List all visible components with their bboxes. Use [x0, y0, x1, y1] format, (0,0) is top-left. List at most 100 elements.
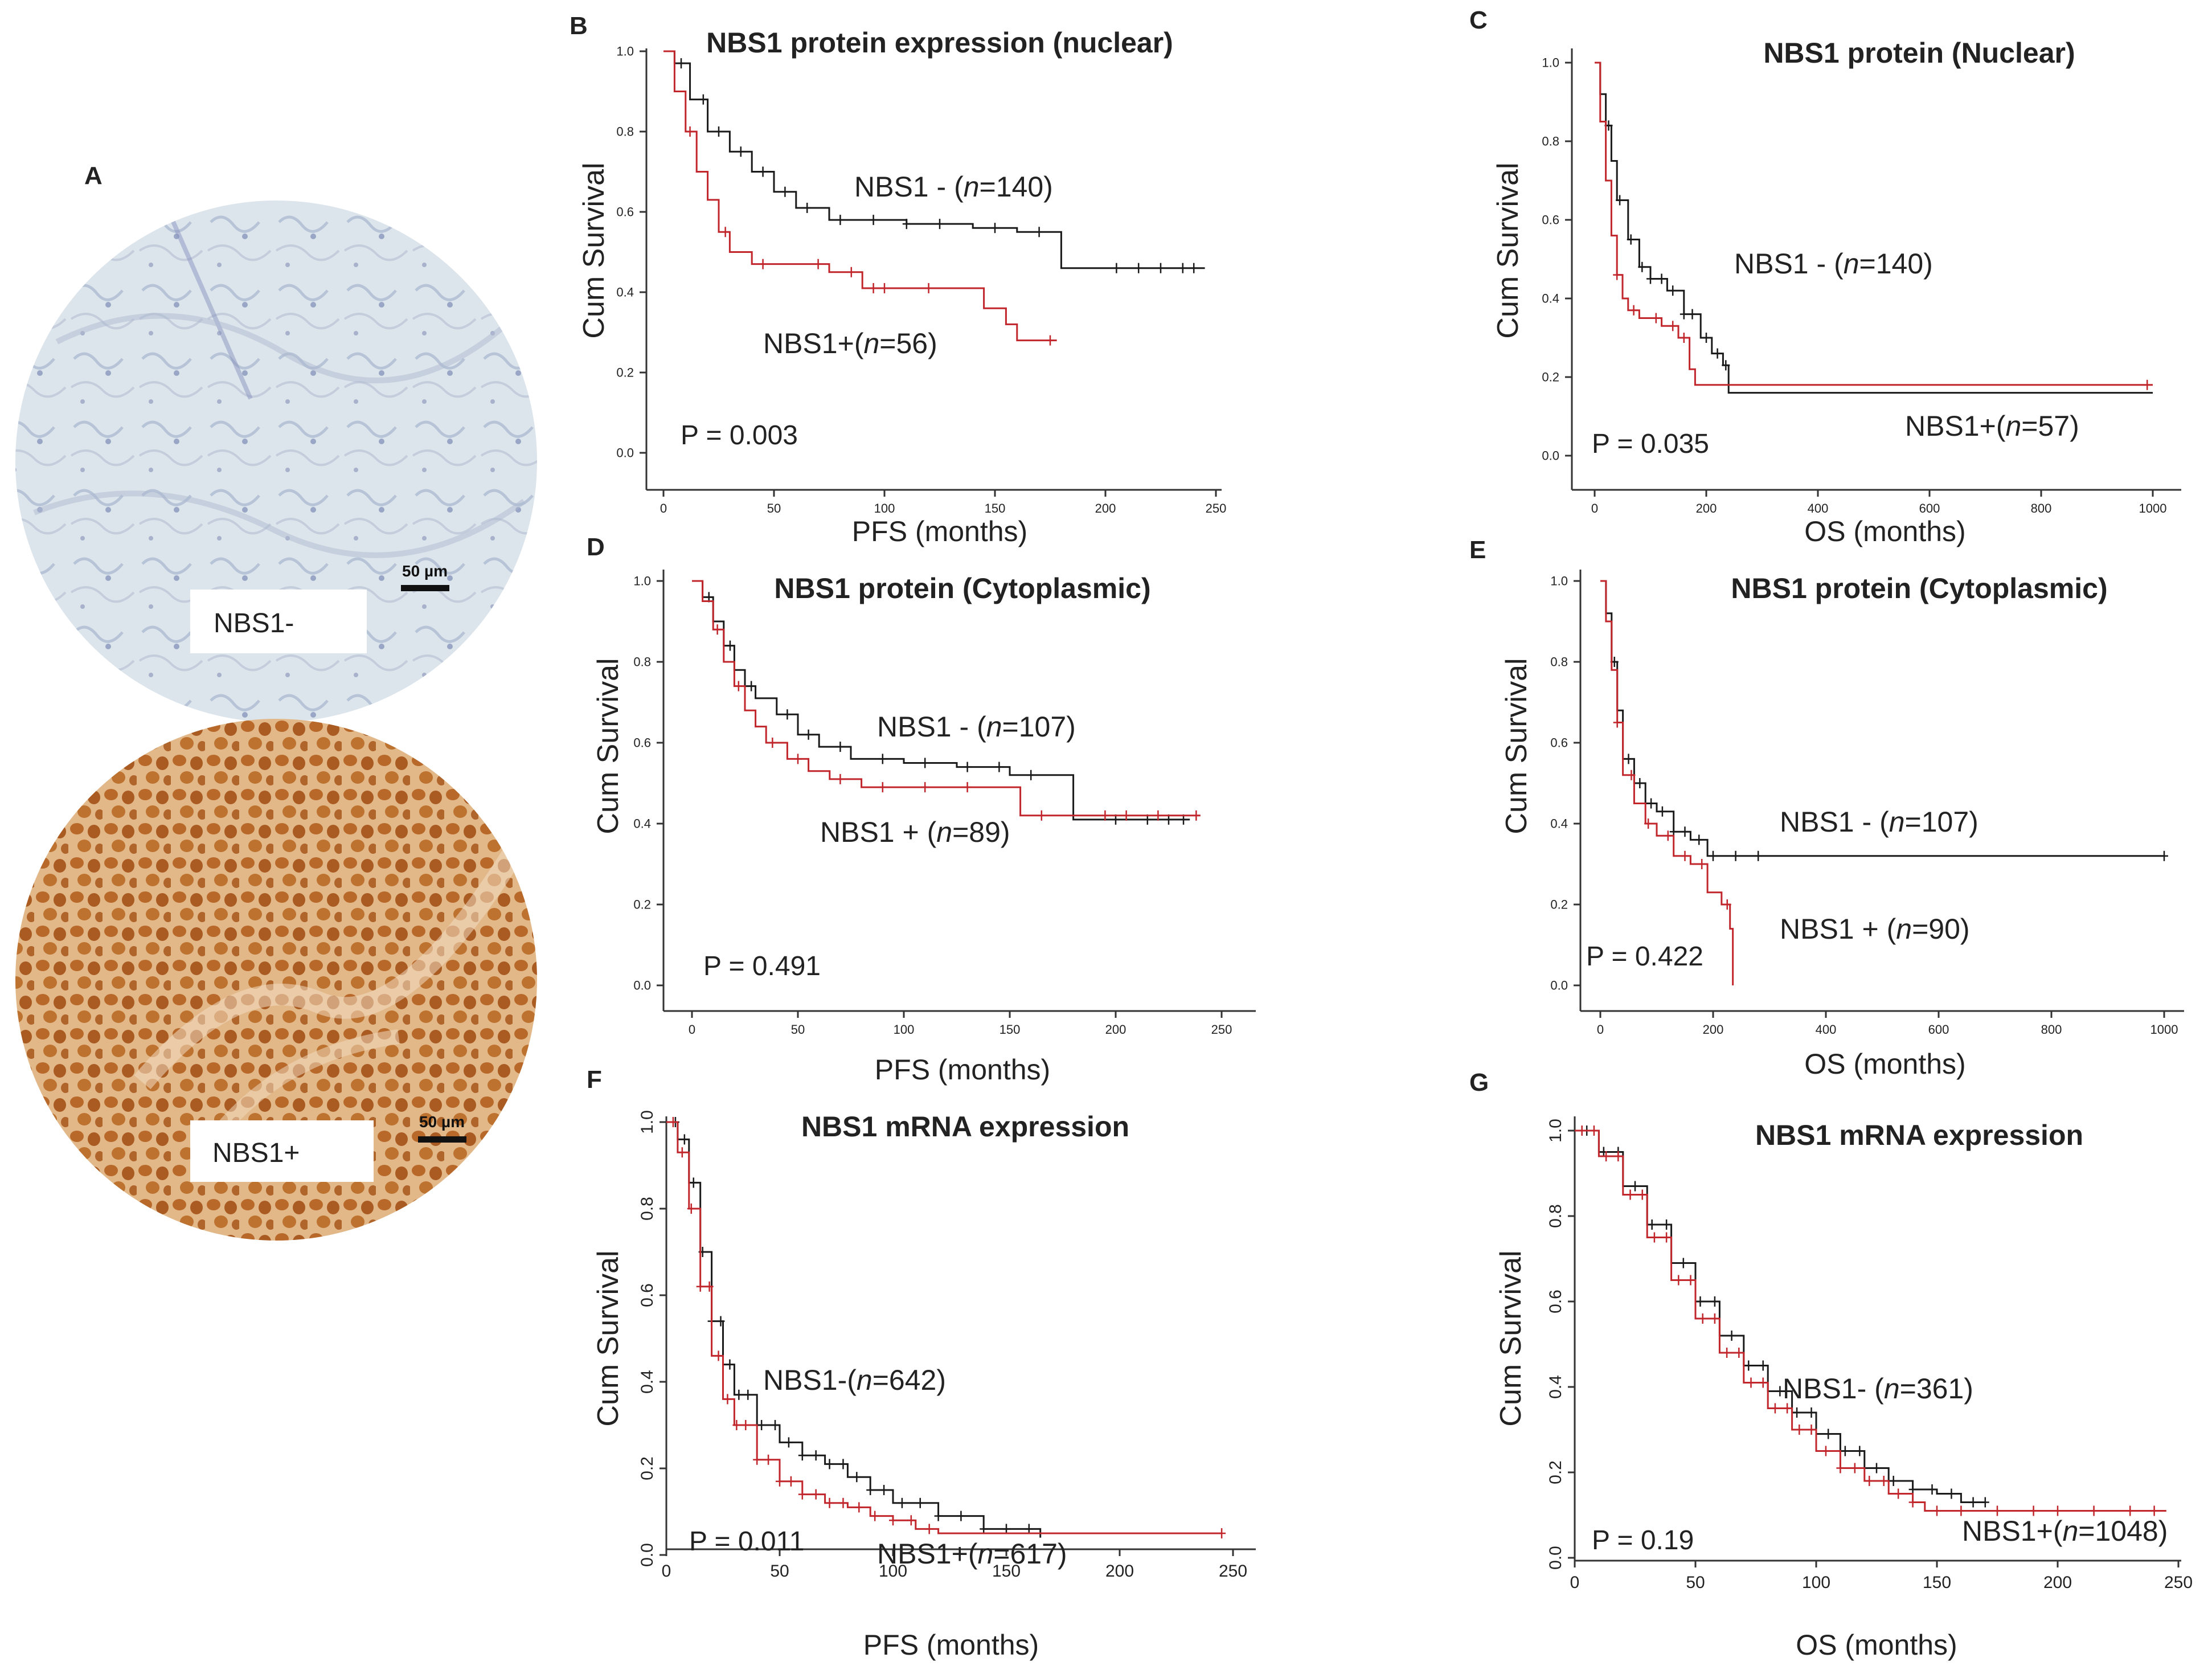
y-axis-label: Cum Survival [1494, 1250, 1527, 1426]
y-tick-label: 0.0 [1542, 449, 1559, 463]
x-tick-label: 250 [1219, 1562, 1247, 1581]
y-tick-label: 0.4 [1546, 1375, 1565, 1399]
y-tick-label: 0.6 [633, 736, 651, 750]
series-label-negative: NBS1 - (n=140) [1734, 248, 1933, 280]
p-value: P = 0.422 [1586, 942, 1703, 972]
scale-bar-positive: 50 µm [418, 1113, 466, 1143]
panel-letter-f: F [587, 1066, 602, 1094]
y-tick-label: 1.0 [638, 1110, 657, 1134]
x-tick-label: 200 [2043, 1573, 2072, 1592]
km-panel-f: 0 50 100 150 200 250 0.0 0.2 0.4 0.6 0.8 1.0 NBS1-(n… [587, 1066, 1256, 1661]
chart-title: NBS1 mRNA expression [801, 1111, 1129, 1143]
x-tick-label: 200 [1696, 501, 1717, 515]
y-tick-label: 0.2 [1546, 1460, 1565, 1484]
series-label-positive: NBS1+(n=57) [1905, 410, 2079, 442]
x-tick-label: 1000 [2139, 501, 2167, 515]
series-count: =56) [879, 328, 937, 359]
x-tick-label: 50 [1686, 1573, 1705, 1592]
x-tick-label: 150 [1923, 1573, 1951, 1592]
x-tick-label: 200 [1703, 1022, 1724, 1037]
series-label-negative: NBS1 - (n=140) [854, 171, 1053, 203]
x-tick-label: 150 [985, 501, 1006, 515]
series-label-negative: NBS1- (n=361) [1783, 1373, 1973, 1405]
x-tick-label: 150 [1000, 1022, 1021, 1037]
x-tick-label: 100 [879, 1562, 907, 1581]
label-box-negative [190, 590, 367, 653]
series-count: =140) [980, 171, 1053, 203]
y-tick-label: 0.0 [633, 979, 651, 993]
series-label-positive: NBS1 + (n=89) [820, 816, 1010, 848]
series-name: NBS1+ [1905, 410, 1996, 442]
km-curve-positive [1595, 62, 2153, 386]
y-tick-label: 1.0 [633, 574, 651, 588]
y-tick-label: 0.6 [616, 205, 634, 219]
p-value: P = 0.19 [1592, 1525, 1694, 1556]
series-count: =57) [2021, 410, 2079, 442]
label-box-positive [190, 1120, 374, 1182]
series-label-positive: NBS1+(n=56) [763, 328, 937, 359]
x-tick-label: 0 [1597, 1022, 1604, 1037]
chart-title: NBS1 protein (Nuclear) [1763, 37, 2075, 69]
panel-letter-a: A [84, 162, 103, 190]
series-label-positive: NBS1+(n=1048) [1962, 1515, 2168, 1547]
km-panel-d: 0 50 100 150 200 250 0.0 0.2 0.4 0.6 0.8 1.0 NBS1 - … [587, 533, 1256, 1086]
y-tick-label: 0.8 [638, 1197, 657, 1221]
series-name: NBS1+ [763, 328, 854, 359]
y-tick-label: 0.6 [1550, 736, 1568, 750]
panel-letter-e: E [1469, 536, 1486, 564]
y-axis-label: Cum Survival [577, 162, 611, 338]
km-panel-e: 0 200 400 600 800 1000 0.0 0.2 0.4 0.6 0.8 1.0 NBS1 … [1469, 536, 2184, 1080]
y-tick-label: 0.4 [1550, 817, 1568, 831]
x-tick-label: 0 [1591, 501, 1598, 515]
km-curve-positive [666, 1121, 1222, 1534]
x-tick-label: 400 [1808, 501, 1829, 515]
x-tick-label: 1000 [2150, 1022, 2178, 1037]
x-tick-label: 50 [767, 501, 781, 515]
y-tick-label: 1.0 [616, 44, 634, 59]
x-tick-label: 800 [2031, 501, 2052, 515]
series-name: NBS1+ [877, 1538, 968, 1570]
series-count: =361) [1900, 1373, 1973, 1405]
y-tick-label: 0.0 [616, 446, 634, 460]
series-name: NBS1 - [1734, 248, 1834, 280]
km-curve-negative [692, 580, 1190, 821]
panel-letter-d: D [587, 533, 605, 561]
km-curve-positive [1575, 1129, 2166, 1512]
km-curve-negative [666, 1121, 1042, 1538]
chart-title: NBS1 protein (Cytoplasmic) [774, 572, 1150, 604]
y-tick-label: 0.8 [1546, 1204, 1565, 1228]
y-tick-label: 0.8 [633, 655, 651, 669]
panel-letter-c: C [1469, 6, 1488, 34]
x-tick-label: 0 [689, 1022, 695, 1037]
p-value: P = 0.491 [703, 951, 821, 981]
km-curve-positive [1600, 580, 1734, 985]
scale-bar-negative-label: 50 µm [402, 562, 448, 580]
y-axis-label: Cum Survival [1500, 658, 1533, 834]
y-tick-label: 0.8 [616, 125, 634, 139]
km-charts: 0 50 100 150 200 250 0.0 0.2 0.4 0.6 0.8 1.0 NBS1 - … [570, 6, 2193, 1661]
x-tick-label: 250 [1211, 1022, 1232, 1037]
y-tick-label: 0.2 [616, 366, 634, 380]
y-axis-label: Cum Survival [592, 658, 625, 834]
series-name: NBS1 - [877, 711, 977, 743]
y-tick-label: 0.4 [633, 817, 651, 831]
series-name: NBS1 - [1780, 806, 1879, 838]
core-label-positive: NBS1+ [212, 1138, 300, 1168]
series-label-positive: NBS1+(n=617) [877, 1538, 1067, 1570]
series-count: =642) [872, 1364, 946, 1396]
series-count: =107) [1905, 806, 1978, 838]
x-axis-label: PFS (months) [875, 1054, 1050, 1086]
series-count: =1048) [2078, 1515, 2168, 1547]
series-label-negative: NBS1 - (n=107) [1780, 806, 1978, 838]
series-count: =107) [1002, 711, 1076, 743]
x-axis-label: PFS (months) [863, 1629, 1039, 1661]
series-name: NBS1- [1783, 1373, 1874, 1405]
km-panel-c: 0 200 400 600 800 1000 0.0 0.2 0.4 0.6 0.8 1.0 NBS1 … [1469, 6, 2181, 547]
y-tick-label: 0.6 [1542, 213, 1559, 227]
x-axis-label: PFS (months) [852, 515, 1027, 547]
x-axis-label: OS (months) [1804, 1048, 1965, 1080]
tissue-core-positive: 50 µm NBS1+ [15, 719, 537, 1241]
series-label-negative: NBS1 - (n=107) [877, 711, 1076, 743]
x-tick-label: 600 [1928, 1022, 1949, 1037]
